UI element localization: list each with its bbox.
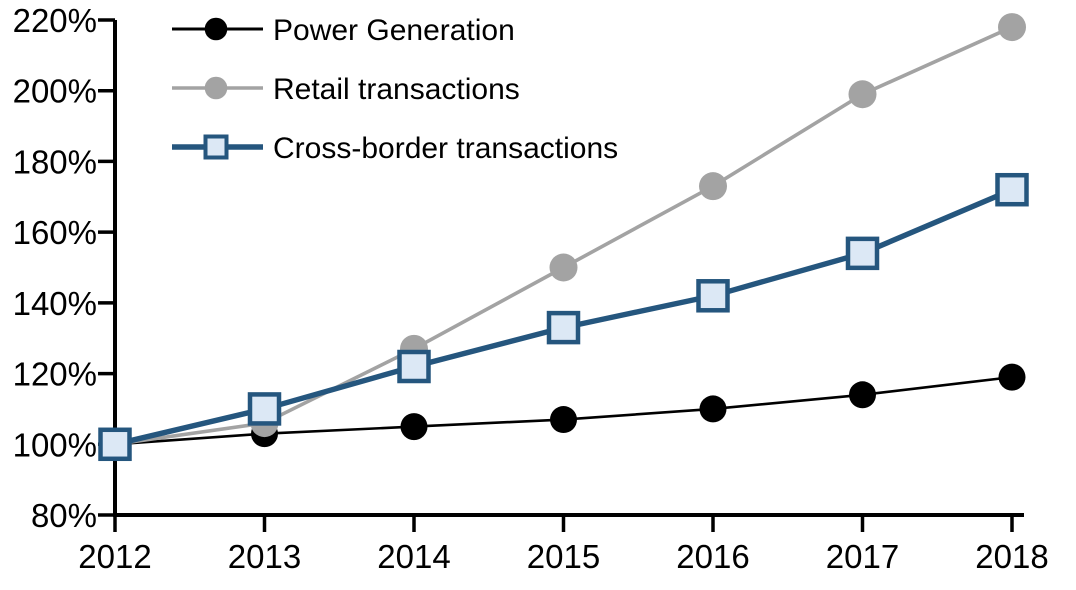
x-axis-tick-label: 2014 (377, 538, 450, 575)
y-axis-tick-label: 220% (13, 2, 97, 39)
legend: Power Generation Retail transactions Cross… (172, 14, 618, 165)
marker-square-cross-border-transactions (696, 279, 730, 313)
legend-label: Retail transactions (273, 73, 520, 106)
marker-square-cross-border-transactions (546, 310, 581, 345)
axes: 80% 100% 120% 140% 160% 180% 200% 220% 2012 2013 2… (13, 2, 1049, 575)
marker-circle-retail-transactions (848, 80, 877, 109)
marker-square-legend-cross-border-transactions (203, 134, 229, 160)
legend-label: Power Generation (273, 14, 515, 47)
legend-label: Cross-border transactions (273, 132, 618, 165)
marker-circle-power-generation (849, 381, 876, 409)
marker-square-cross-border-transactions (98, 427, 132, 462)
legend-item-power-generation: Power Generation (172, 14, 515, 47)
marker-circle-power-generation (550, 406, 577, 434)
y-axis-tick-label: 160% (13, 214, 97, 251)
marker-circle-retail-transactions (998, 13, 1026, 42)
marker-circle-legend-power-generation (204, 17, 228, 41)
marker-square-cross-border-transactions (845, 236, 880, 271)
marker-circle-power-generation (400, 413, 428, 441)
x-axis-tick-label: 2017 (826, 538, 899, 575)
y-axis-tick-label: 80% (31, 497, 97, 534)
marker-circle-power-generation (998, 363, 1026, 391)
y-axis-tick-label: 100% (13, 426, 97, 463)
legend-item-retail-transactions: Retail transactions (172, 73, 520, 106)
marker-square-cross-border-transactions (995, 172, 1029, 207)
legend-item-cross-border-transactions: Cross-border transactions (172, 132, 618, 165)
series-cross-border-transactions (98, 172, 1029, 462)
marker-square-cross-border-transactions (397, 349, 431, 384)
x-axis-tick-label: 2013 (228, 538, 301, 575)
x-axis-tick-label: 2018 (975, 538, 1048, 575)
y-axis-tick-label: 140% (13, 285, 97, 322)
y-axis-tick-label: 200% (13, 73, 97, 110)
marker-circle-power-generation (699, 395, 727, 423)
marker-circle-retail-transactions (699, 172, 727, 201)
marker-square-cross-border-transactions (247, 392, 282, 426)
marker-circle-legend-retail-transactions (204, 76, 228, 100)
y-axis-tick-label: 180% (13, 143, 97, 180)
y-axis-tick-label: 120% (13, 356, 97, 393)
series-power-generation (101, 363, 1026, 458)
x-axis-tick-label: 2012 (78, 538, 151, 575)
x-axis-tick-label: 2015 (527, 538, 600, 575)
x-axis-tick-label: 2016 (676, 538, 749, 575)
marker-circle-retail-transactions (549, 253, 578, 282)
